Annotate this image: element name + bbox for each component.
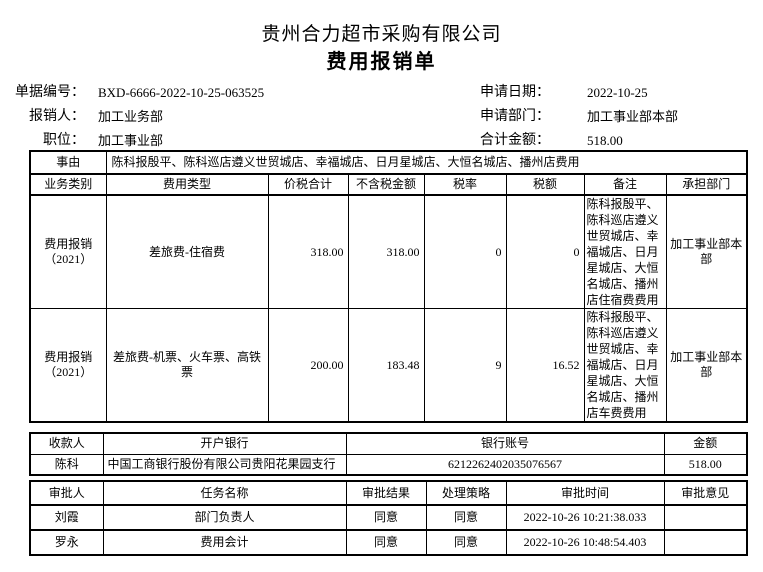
expense-type-cell: 差旅费-住宿费 [105,194,269,309]
position-label: 职位： [43,133,85,148]
approval-opinion-cell [663,529,748,556]
expense-row: 费用报销（2021） 差旅费-住宿费 318.00 318.00 0 0 陈科报… [29,194,748,309]
position-value: 加工事业部 [98,133,164,148]
approval-table: 审批人 任务名称 审批结果 处理策略 审批时间 审批意见 刘霞 部门负责人 同意… [29,480,748,556]
task-name-cell: 部门负责人 [102,504,347,531]
info-row-3: 职位： 加工事业部 合计金额： 518.00 [0,132,763,149]
tax-amount-cell: 0 [505,194,585,309]
total-amount-value: 518.00 [587,133,623,148]
approver-cell: 刘霞 [29,504,104,531]
bearing-dept-cell: 加工事业部本部 [665,194,748,309]
amount-ex-tax-cell: 318.00 [347,194,425,309]
apply-date-value: 2022-10-25 [587,85,648,100]
col-header-expense-type: 费用类型 [105,173,269,196]
col-header-bearing-dept: 承担部门 [665,173,748,196]
col-header-tax-rate: 税率 [423,173,507,196]
apply-dept-value: 加工事业部本部 [587,109,679,124]
approval-time-cell: 2022-10-26 10:21:38.033 [505,504,665,531]
tax-amount-cell: 16.52 [505,308,585,423]
expense-type-cell: 差旅费-机票、火车票、高铁票 [105,308,269,423]
amount-ex-tax-cell: 183.48 [347,308,425,423]
reason-value: 陈科报殷平、陈科巡店遵义世贸城店、幸福城店、日月星城店、大恒名城店、播州店费用 [105,150,748,175]
form-title: 费用报销单 [326,51,437,73]
info-row-1: 单据编号： BXD-6666-2022-10-25-063525 申请日期： 2… [0,84,763,101]
amount-cell: 518.00 [663,453,748,476]
bearing-dept-cell: 加工事业部本部 [665,308,748,423]
reason-row: 事由 陈科报殷平、陈科巡店遵义世贸城店、幸福城店、日月星城店、大恒名城店、播州店… [29,150,748,175]
apply-date-label: 申请日期： [480,85,550,100]
expense-table: 事由 陈科报殷平、陈科巡店遵义世贸城店、幸福城店、日月星城店、大恒名城店、播州店… [29,150,749,423]
col-header-bank: 开户银行 [102,432,347,455]
col-header-approval-result: 审批结果 [345,480,427,506]
approval-row: 罗永 费用会计 同意 同意 2022-10-26 10:48:54.403 [29,529,748,556]
col-header-business-type: 业务类别 [29,173,107,196]
payee-name-cell: 陈科 [29,453,104,476]
col-header-bank-account: 银行账号 [345,432,665,455]
payee-row: 陈科 中国工商银行股份有限公司贵阳花果园支行 62122624020350765… [29,453,748,476]
col-header-payee: 收款人 [29,432,104,455]
total-with-tax-cell: 318.00 [267,194,349,309]
handling-strategy-cell: 同意 [425,504,507,531]
applicant-value: 加工业务部 [98,109,164,124]
expense-header-row: 业务类别 费用类型 价税合计 不含税金额 税率 税额 备注 承担部门 [29,173,748,196]
apply-dept-label: 申请部门： [480,109,550,124]
business-type-cell: 费用报销（2021） [29,194,107,309]
approval-result-cell: 同意 [345,504,427,531]
col-header-tax-amount: 税额 [505,173,585,196]
col-header-total-with-tax: 价税合计 [267,173,349,196]
approval-result-cell: 同意 [345,529,427,556]
doc-number-value: BXD-6666-2022-10-25-063525 [98,85,265,100]
bank-name-cell: 中国工商银行股份有限公司贵阳花果园支行 [102,453,347,476]
remark-cell: 陈科报殷平、陈科巡店遵义世贸城店、幸福城店、日月星城店、大恒名城店、播州店住宿费… [583,194,667,309]
business-type-cell: 费用报销（2021） [29,308,107,423]
approval-opinion-cell [663,504,748,531]
reason-label: 事由 [29,150,107,175]
total-amount-label: 合计金额： [480,133,550,148]
handling-strategy-cell: 同意 [425,529,507,556]
payee-header-row: 收款人 开户银行 银行账号 金额 [29,432,748,455]
tax-rate-cell: 9 [423,308,507,423]
tax-rate-cell: 0 [423,194,507,309]
payee-table: 收款人 开户银行 银行账号 金额 陈科 中国工商银行股份有限公司贵阳花果园支行 … [29,432,748,476]
approver-cell: 罗永 [29,529,104,556]
bank-account-cell: 6212262402035076567 [345,453,665,476]
applicant-label: 报销人： [29,109,85,124]
col-header-amount: 金额 [663,432,748,455]
remark-cell: 陈科报殷平、陈科巡店遵义世贸城店、幸福城店、日月星城店、大恒名城店、播州店车费费… [583,308,667,423]
company-name: 贵州合力超市采购有限公司 [261,24,502,45]
col-header-task-name: 任务名称 [102,480,347,506]
doc-number-label: 单据编号： [15,85,85,100]
col-header-amount-ex-tax: 不含税金额 [347,173,425,196]
approval-time-cell: 2022-10-26 10:48:54.403 [505,529,665,556]
approval-header-row: 审批人 任务名称 审批结果 处理策略 审批时间 审批意见 [29,480,748,506]
info-row-2: 报销人： 加工业务部 申请部门： 加工事业部本部 [0,108,763,125]
col-header-approval-opinion: 审批意见 [663,480,748,506]
task-name-cell: 费用会计 [102,529,347,556]
col-header-approval-time: 审批时间 [505,480,665,506]
col-header-remark: 备注 [583,173,667,196]
col-header-handling-strategy: 处理策略 [425,480,507,506]
expense-row: 费用报销（2021） 差旅费-机票、火车票、高铁票 200.00 183.48 … [29,308,748,423]
total-with-tax-cell: 200.00 [267,308,349,423]
col-header-approver: 审批人 [29,480,104,506]
approval-row: 刘霞 部门负责人 同意 同意 2022-10-26 10:21:38.033 [29,504,748,531]
